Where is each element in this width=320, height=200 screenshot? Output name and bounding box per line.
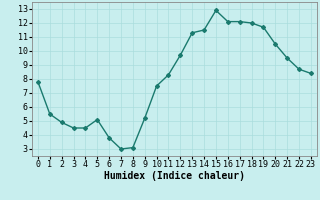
X-axis label: Humidex (Indice chaleur): Humidex (Indice chaleur) (104, 171, 245, 181)
